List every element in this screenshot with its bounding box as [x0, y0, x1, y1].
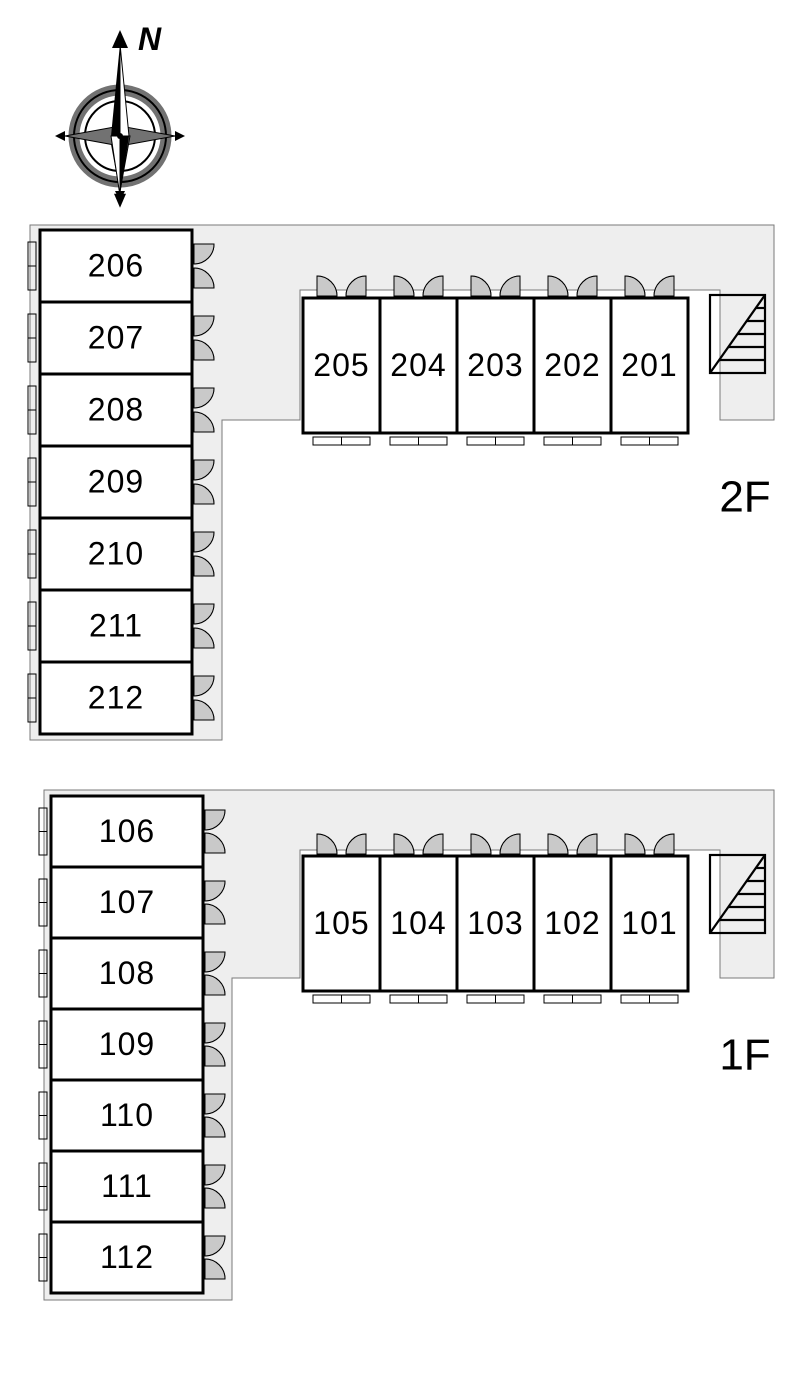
unit-label-103: 103	[467, 905, 523, 941]
unit-label-107: 107	[99, 884, 155, 920]
unit-label-105: 105	[313, 905, 369, 941]
floor-label-1F: 1F	[719, 1031, 770, 1080]
unit-label-211: 211	[89, 607, 143, 643]
unit-label-112: 112	[100, 1239, 154, 1275]
unit-label-210: 210	[88, 535, 144, 571]
unit-label-205: 205	[313, 347, 369, 383]
unit-label-207: 207	[88, 319, 144, 355]
unit-label-106: 106	[99, 813, 155, 849]
unit-label-209: 209	[88, 463, 144, 499]
floor-label-2F: 2F	[719, 473, 770, 522]
unit-label-201: 201	[621, 347, 677, 383]
unit-label-109: 109	[99, 1026, 155, 1062]
unit-label-108: 108	[99, 955, 155, 991]
unit-label-104: 104	[390, 905, 446, 941]
unit-label-204: 204	[390, 347, 446, 383]
unit-label-110: 110	[100, 1097, 154, 1133]
unit-label-202: 202	[544, 347, 600, 383]
unit-label-101: 101	[621, 905, 677, 941]
unit-label-212: 212	[88, 679, 144, 715]
unit-label-206: 206	[88, 247, 144, 283]
compass-n-label: N	[138, 21, 162, 57]
unit-label-111: 111	[101, 1168, 153, 1204]
unit-label-203: 203	[467, 347, 523, 383]
unit-label-208: 208	[88, 391, 144, 427]
unit-label-102: 102	[544, 905, 600, 941]
